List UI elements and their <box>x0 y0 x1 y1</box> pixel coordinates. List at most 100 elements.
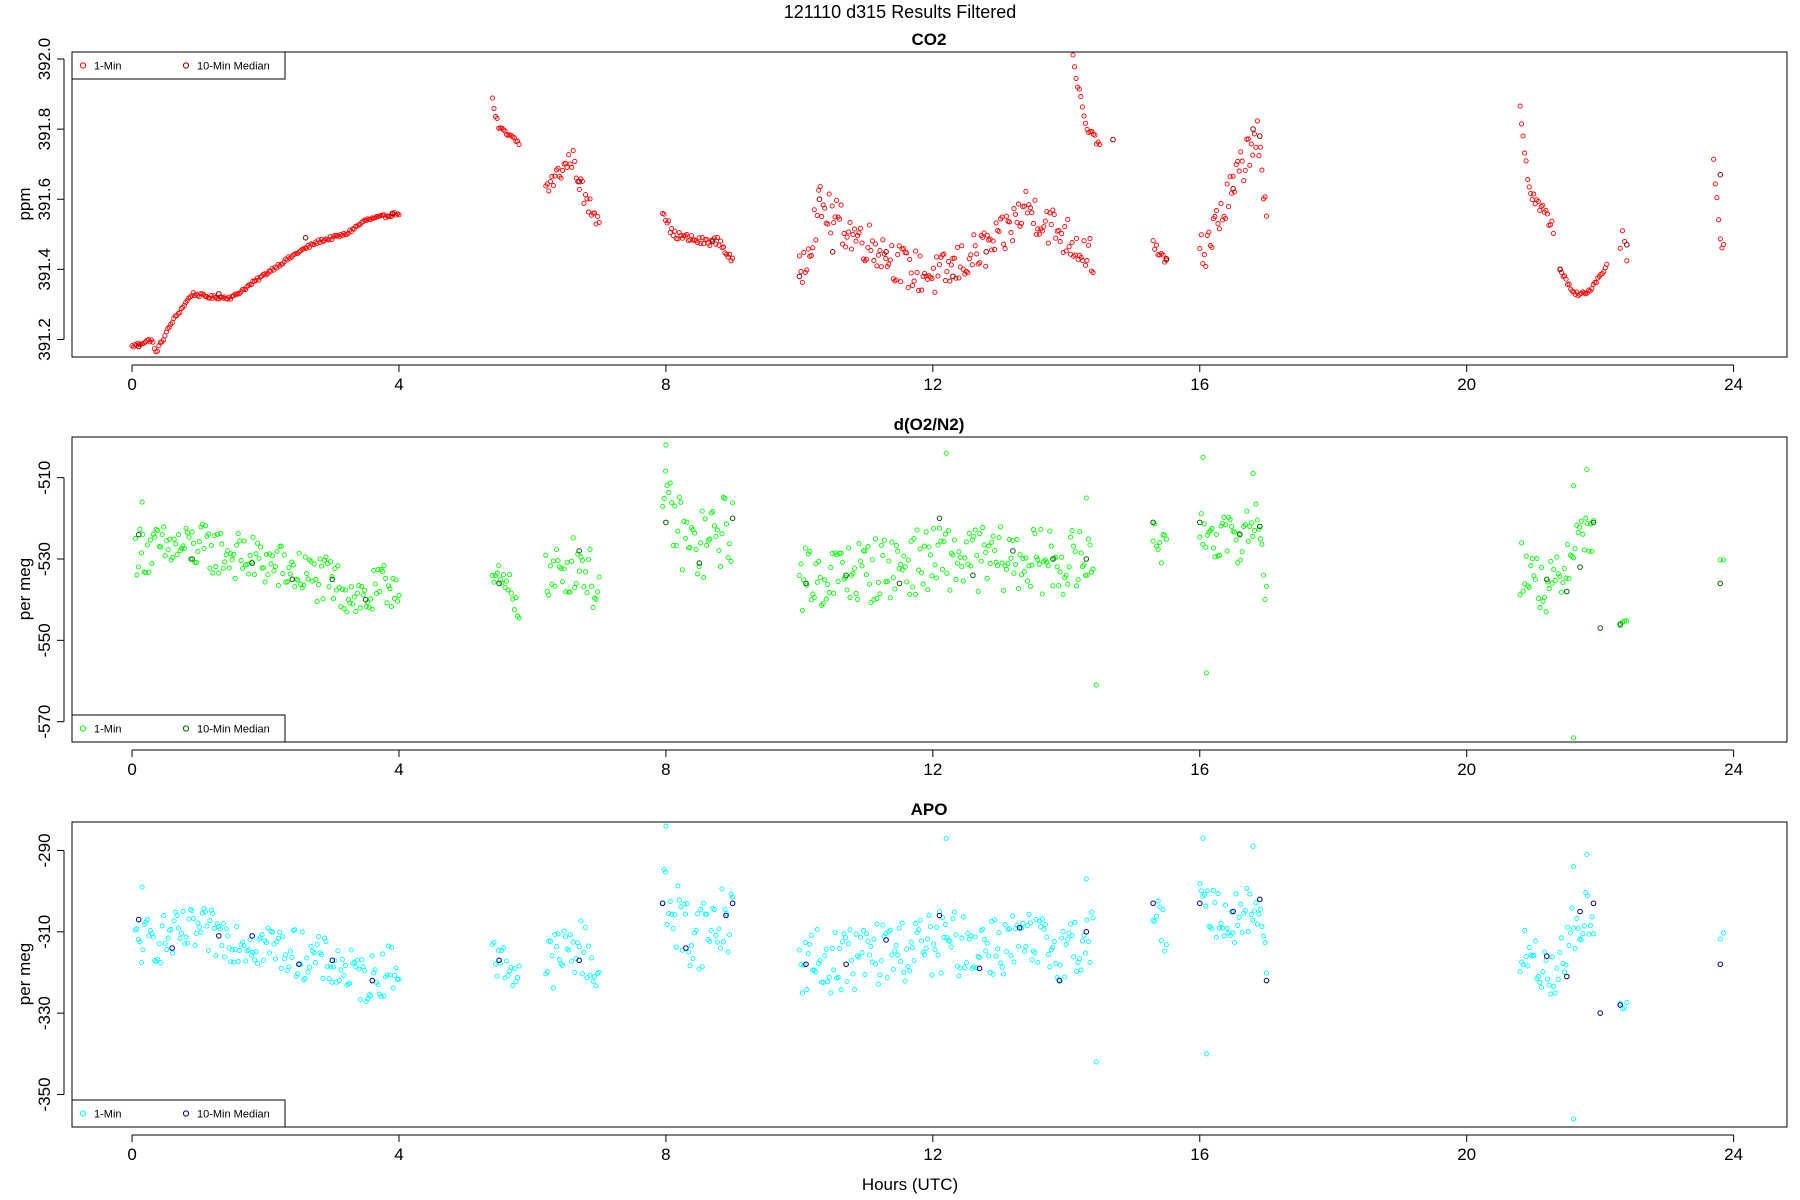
point-1min-apo <box>332 957 338 964</box>
point-1min-o2n2 <box>1085 536 1092 542</box>
point-1min-o2n2 <box>1063 572 1069 578</box>
point-1min-o2n2 <box>1578 518 1584 524</box>
point-1min-apo <box>174 912 180 918</box>
point-1min-o2n2 <box>318 563 325 569</box>
point-1min-o2n2 <box>189 529 195 535</box>
legend-marker-median-o2n2 <box>182 725 190 732</box>
point-1min-co2 <box>1216 226 1223 232</box>
point-1min-co2 <box>863 256 869 262</box>
legend-marker-1min-co2 <box>79 62 87 69</box>
point-1min-co2 <box>1017 223 1023 229</box>
point-1min-apo <box>204 923 210 929</box>
point-1min-apo <box>1082 950 1089 956</box>
point-1min-apo <box>510 983 516 989</box>
point-1min-apo <box>390 985 396 991</box>
x-tick-label-apo: 4 <box>394 1145 403 1164</box>
point-1min-apo <box>1083 876 1089 882</box>
point-1min-o2n2 <box>292 584 298 590</box>
point-1min-apo <box>590 978 596 984</box>
point-1min-co2 <box>494 115 500 121</box>
point-1min-apo <box>1087 959 1093 966</box>
point-median-apo <box>169 945 175 951</box>
point-1min-apo <box>1069 933 1075 939</box>
point-1min-co2 <box>951 255 957 261</box>
point-1min-o2n2 <box>144 542 150 548</box>
point-1min-o2n2 <box>1078 550 1084 556</box>
point-1min-o2n2 <box>956 549 962 555</box>
point-1min-o2n2 <box>710 509 716 515</box>
point-1min-o2n2 <box>1541 594 1548 600</box>
point-1min-o2n2 <box>1532 576 1538 583</box>
point-1min-apo <box>664 921 670 928</box>
point-median-apo <box>1577 908 1583 915</box>
point-1min-o2n2 <box>162 553 168 559</box>
point-1min-o2n2 <box>316 582 322 588</box>
point-1min-o2n2 <box>1259 541 1265 547</box>
point-1min-o2n2 <box>1236 530 1242 537</box>
panel-title-co2: CO2 <box>912 30 947 49</box>
point-1min-o2n2 <box>1528 563 1534 569</box>
point-1min-apo <box>716 926 722 932</box>
point-1min-o2n2 <box>923 529 929 535</box>
point-1min-apo <box>375 982 381 988</box>
point-1min-o2n2 <box>231 551 237 557</box>
point-1min-co2 <box>883 256 889 262</box>
point-1min-apo <box>919 938 925 944</box>
point-1min-co2 <box>1236 168 1242 174</box>
point-1min-apo <box>1198 888 1204 894</box>
point-1min-apo <box>1541 949 1548 955</box>
x-tick-label-apo: 0 <box>127 1145 136 1164</box>
point-1min-apo <box>356 966 362 972</box>
point-1min-o2n2 <box>1218 523 1224 529</box>
point-1min-o2n2 <box>1093 682 1099 688</box>
point-median-apo <box>803 961 809 968</box>
point-1min-apo <box>593 983 599 989</box>
point-1min-co2 <box>669 225 675 232</box>
point-1min-o2n2 <box>326 584 332 590</box>
point-1min-co2 <box>1003 213 1010 219</box>
point-1min-o2n2 <box>384 600 390 606</box>
point-1min-co2 <box>1011 206 1017 212</box>
y-tick-label-apo: -330 <box>35 996 54 1030</box>
point-median-co2 <box>983 249 990 255</box>
point-1min-o2n2 <box>844 587 850 593</box>
point-1min-o2n2 <box>593 596 599 602</box>
point-1min-o2n2 <box>1056 583 1062 589</box>
point-1min-co2 <box>725 254 731 260</box>
point-1min-apo <box>963 960 969 966</box>
point-1min-co2 <box>840 241 846 247</box>
point-1min-o2n2 <box>351 594 357 600</box>
point-1min-apo <box>838 987 844 993</box>
x-tick-label-o2n2: 0 <box>127 760 136 779</box>
point-1min-co2 <box>1251 131 1257 137</box>
point-median-co2 <box>829 249 836 255</box>
point-1min-apo <box>341 972 347 979</box>
point-1min-co2 <box>154 348 160 354</box>
point-1min-apo <box>234 924 240 930</box>
point-1min-apo <box>391 972 398 978</box>
point-1min-apo <box>992 917 998 923</box>
point-1min-co2 <box>968 252 974 258</box>
point-1min-co2 <box>857 225 864 231</box>
point-1min-apo <box>378 993 384 1000</box>
point-1min-apo <box>1221 933 1227 939</box>
point-1min-apo <box>1584 851 1590 858</box>
x-tick-label-apo: 16 <box>1190 1145 1209 1164</box>
point-1min-apo <box>663 869 669 875</box>
point-1min-apo <box>796 947 802 953</box>
point-1min-o2n2 <box>939 566 946 572</box>
point-1min-o2n2 <box>304 571 310 577</box>
legend-box-co2 <box>71 51 286 80</box>
point-1min-apo <box>871 936 877 942</box>
point-1min-co2 <box>947 278 953 284</box>
point-1min-o2n2 <box>1087 542 1093 548</box>
point-1min-apo <box>847 927 853 933</box>
x-axis-co2: 0 4 8 12 16 20 24 <box>127 364 1743 394</box>
point-1min-o2n2 <box>1152 521 1158 527</box>
point-1min-co2 <box>980 234 986 240</box>
point-1min-o2n2 <box>311 561 317 567</box>
point-median-o2n2 <box>1083 556 1090 562</box>
point-1min-o2n2 <box>1074 583 1080 589</box>
point-1min-apo <box>1253 900 1259 906</box>
